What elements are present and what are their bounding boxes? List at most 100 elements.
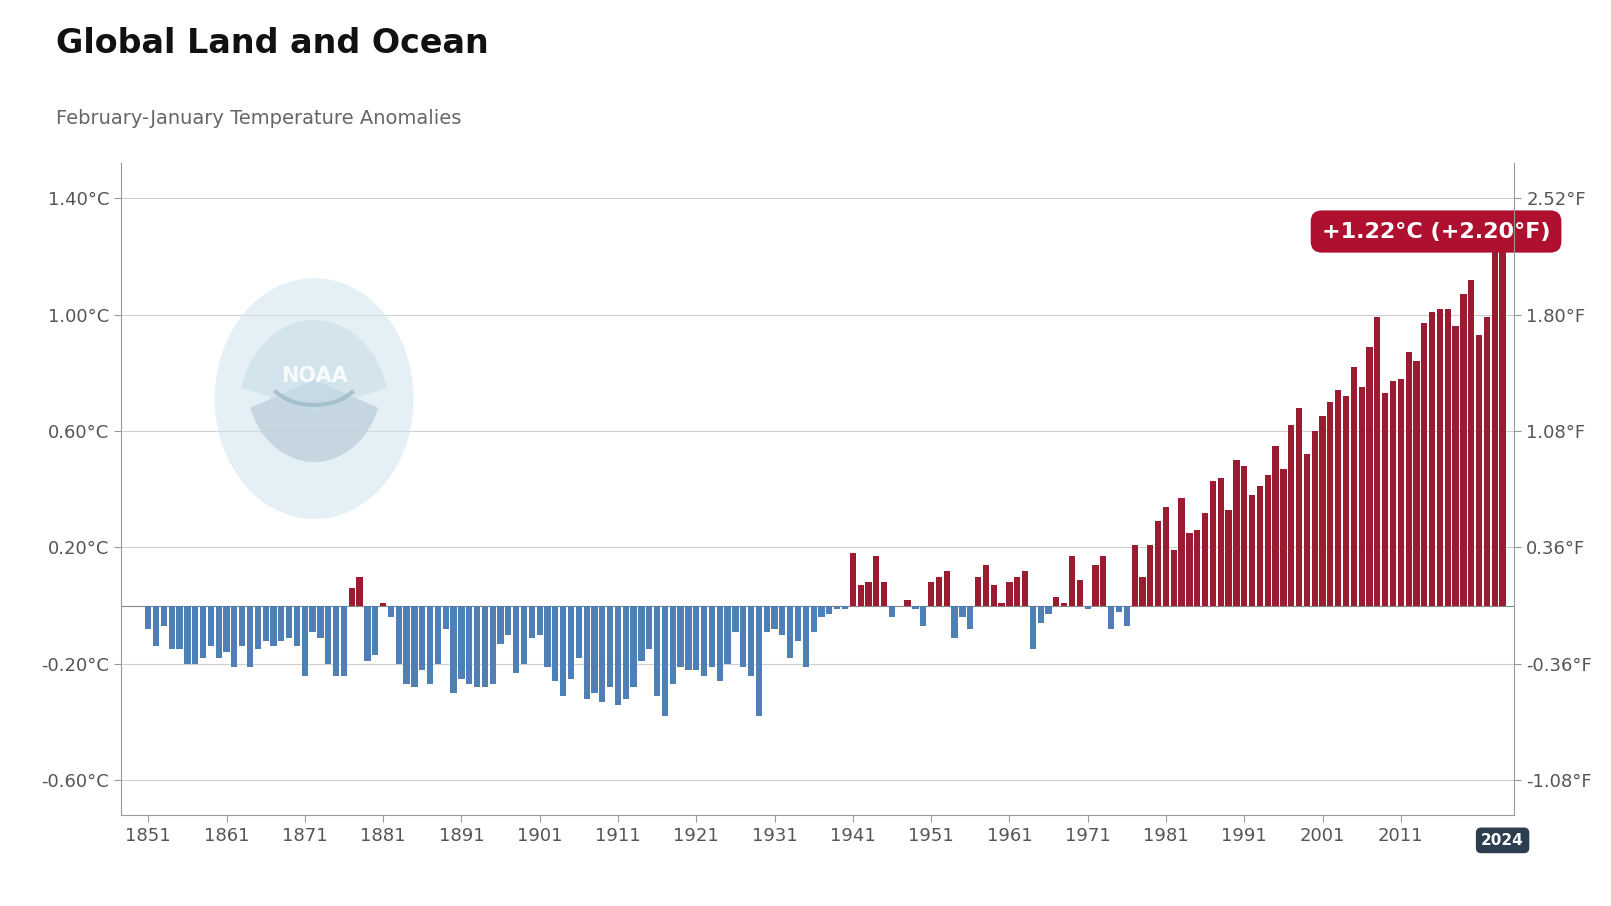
Bar <box>591 606 598 693</box>
Bar <box>200 606 206 658</box>
Bar <box>1492 250 1498 606</box>
Bar <box>1303 454 1310 606</box>
Bar <box>255 606 261 650</box>
Bar <box>403 606 409 684</box>
Bar <box>670 606 677 684</box>
Bar <box>1068 556 1075 606</box>
Bar <box>1194 530 1200 606</box>
Bar <box>1265 475 1271 606</box>
Bar <box>701 606 707 676</box>
Bar <box>1218 477 1224 606</box>
Bar <box>849 554 855 606</box>
Bar <box>1046 606 1052 614</box>
Bar <box>1179 498 1184 606</box>
Bar <box>396 606 401 664</box>
Text: 2024: 2024 <box>1481 833 1524 848</box>
Text: Global Land and Ocean: Global Land and Ocean <box>56 27 490 60</box>
Bar <box>1281 469 1287 606</box>
Bar <box>748 606 754 676</box>
Bar <box>794 606 801 641</box>
Bar <box>1124 606 1129 626</box>
Bar <box>1413 361 1419 606</box>
Bar <box>678 606 683 667</box>
Text: NOAA: NOAA <box>280 366 348 386</box>
Bar <box>802 606 809 667</box>
Bar <box>279 606 285 641</box>
Bar <box>1484 317 1490 606</box>
Bar <box>271 606 277 647</box>
Bar <box>1289 425 1294 606</box>
Bar <box>427 606 433 684</box>
Bar <box>967 606 973 629</box>
Bar <box>975 576 981 606</box>
Bar <box>512 606 519 672</box>
Bar <box>1453 326 1458 606</box>
Bar <box>1226 509 1232 606</box>
Bar <box>662 606 669 717</box>
Bar <box>999 602 1005 606</box>
Bar <box>646 606 652 650</box>
Bar <box>889 606 896 617</box>
Bar <box>983 565 989 606</box>
Bar <box>1257 487 1263 606</box>
Bar <box>1131 545 1137 606</box>
Bar <box>1374 317 1381 606</box>
Bar <box>944 571 950 606</box>
Bar <box>733 606 738 632</box>
Bar <box>952 606 957 638</box>
Bar <box>693 606 699 670</box>
Bar <box>561 606 567 696</box>
Bar <box>873 556 880 606</box>
Bar <box>466 606 472 684</box>
Bar <box>709 606 715 667</box>
Bar <box>208 606 214 647</box>
Bar <box>622 606 628 699</box>
Bar <box>1437 309 1443 606</box>
Bar <box>1476 335 1482 606</box>
Bar <box>1147 545 1153 606</box>
Bar <box>419 606 425 670</box>
Bar <box>232 606 237 667</box>
Bar <box>1295 408 1302 606</box>
Bar <box>615 606 622 705</box>
Bar <box>654 606 661 696</box>
Bar <box>545 606 551 667</box>
Bar <box>1390 381 1397 606</box>
Bar <box>1029 606 1036 650</box>
Bar <box>348 588 354 606</box>
Bar <box>169 606 176 650</box>
Bar <box>224 606 230 652</box>
Bar <box>1076 580 1083 606</box>
Bar <box>1336 390 1342 606</box>
Bar <box>1054 597 1060 606</box>
Bar <box>443 606 449 629</box>
Bar <box>293 606 300 647</box>
Bar <box>1186 533 1192 606</box>
Bar <box>145 606 151 629</box>
Bar <box>826 606 833 614</box>
Bar <box>287 606 292 638</box>
Bar <box>575 606 582 658</box>
Bar <box>607 606 614 688</box>
Bar <box>1202 513 1208 606</box>
Bar <box>342 606 346 676</box>
Bar <box>1108 606 1115 629</box>
Bar <box>435 606 441 664</box>
Bar <box>1382 393 1389 606</box>
Bar <box>834 606 841 609</box>
Bar <box>881 583 888 606</box>
Bar <box>192 606 198 664</box>
Bar <box>1234 460 1239 606</box>
Bar <box>388 606 395 617</box>
Bar <box>498 606 504 643</box>
Bar <box>1171 551 1178 606</box>
Bar <box>685 606 691 670</box>
Bar <box>1421 323 1427 606</box>
Text: +1.22°C (+2.20°F): +1.22°C (+2.20°F) <box>1321 221 1550 242</box>
Bar <box>1007 583 1013 606</box>
Bar <box>177 606 182 650</box>
Bar <box>1460 294 1466 606</box>
Bar <box>1445 309 1452 606</box>
Bar <box>1350 367 1356 606</box>
Bar <box>1013 576 1020 606</box>
